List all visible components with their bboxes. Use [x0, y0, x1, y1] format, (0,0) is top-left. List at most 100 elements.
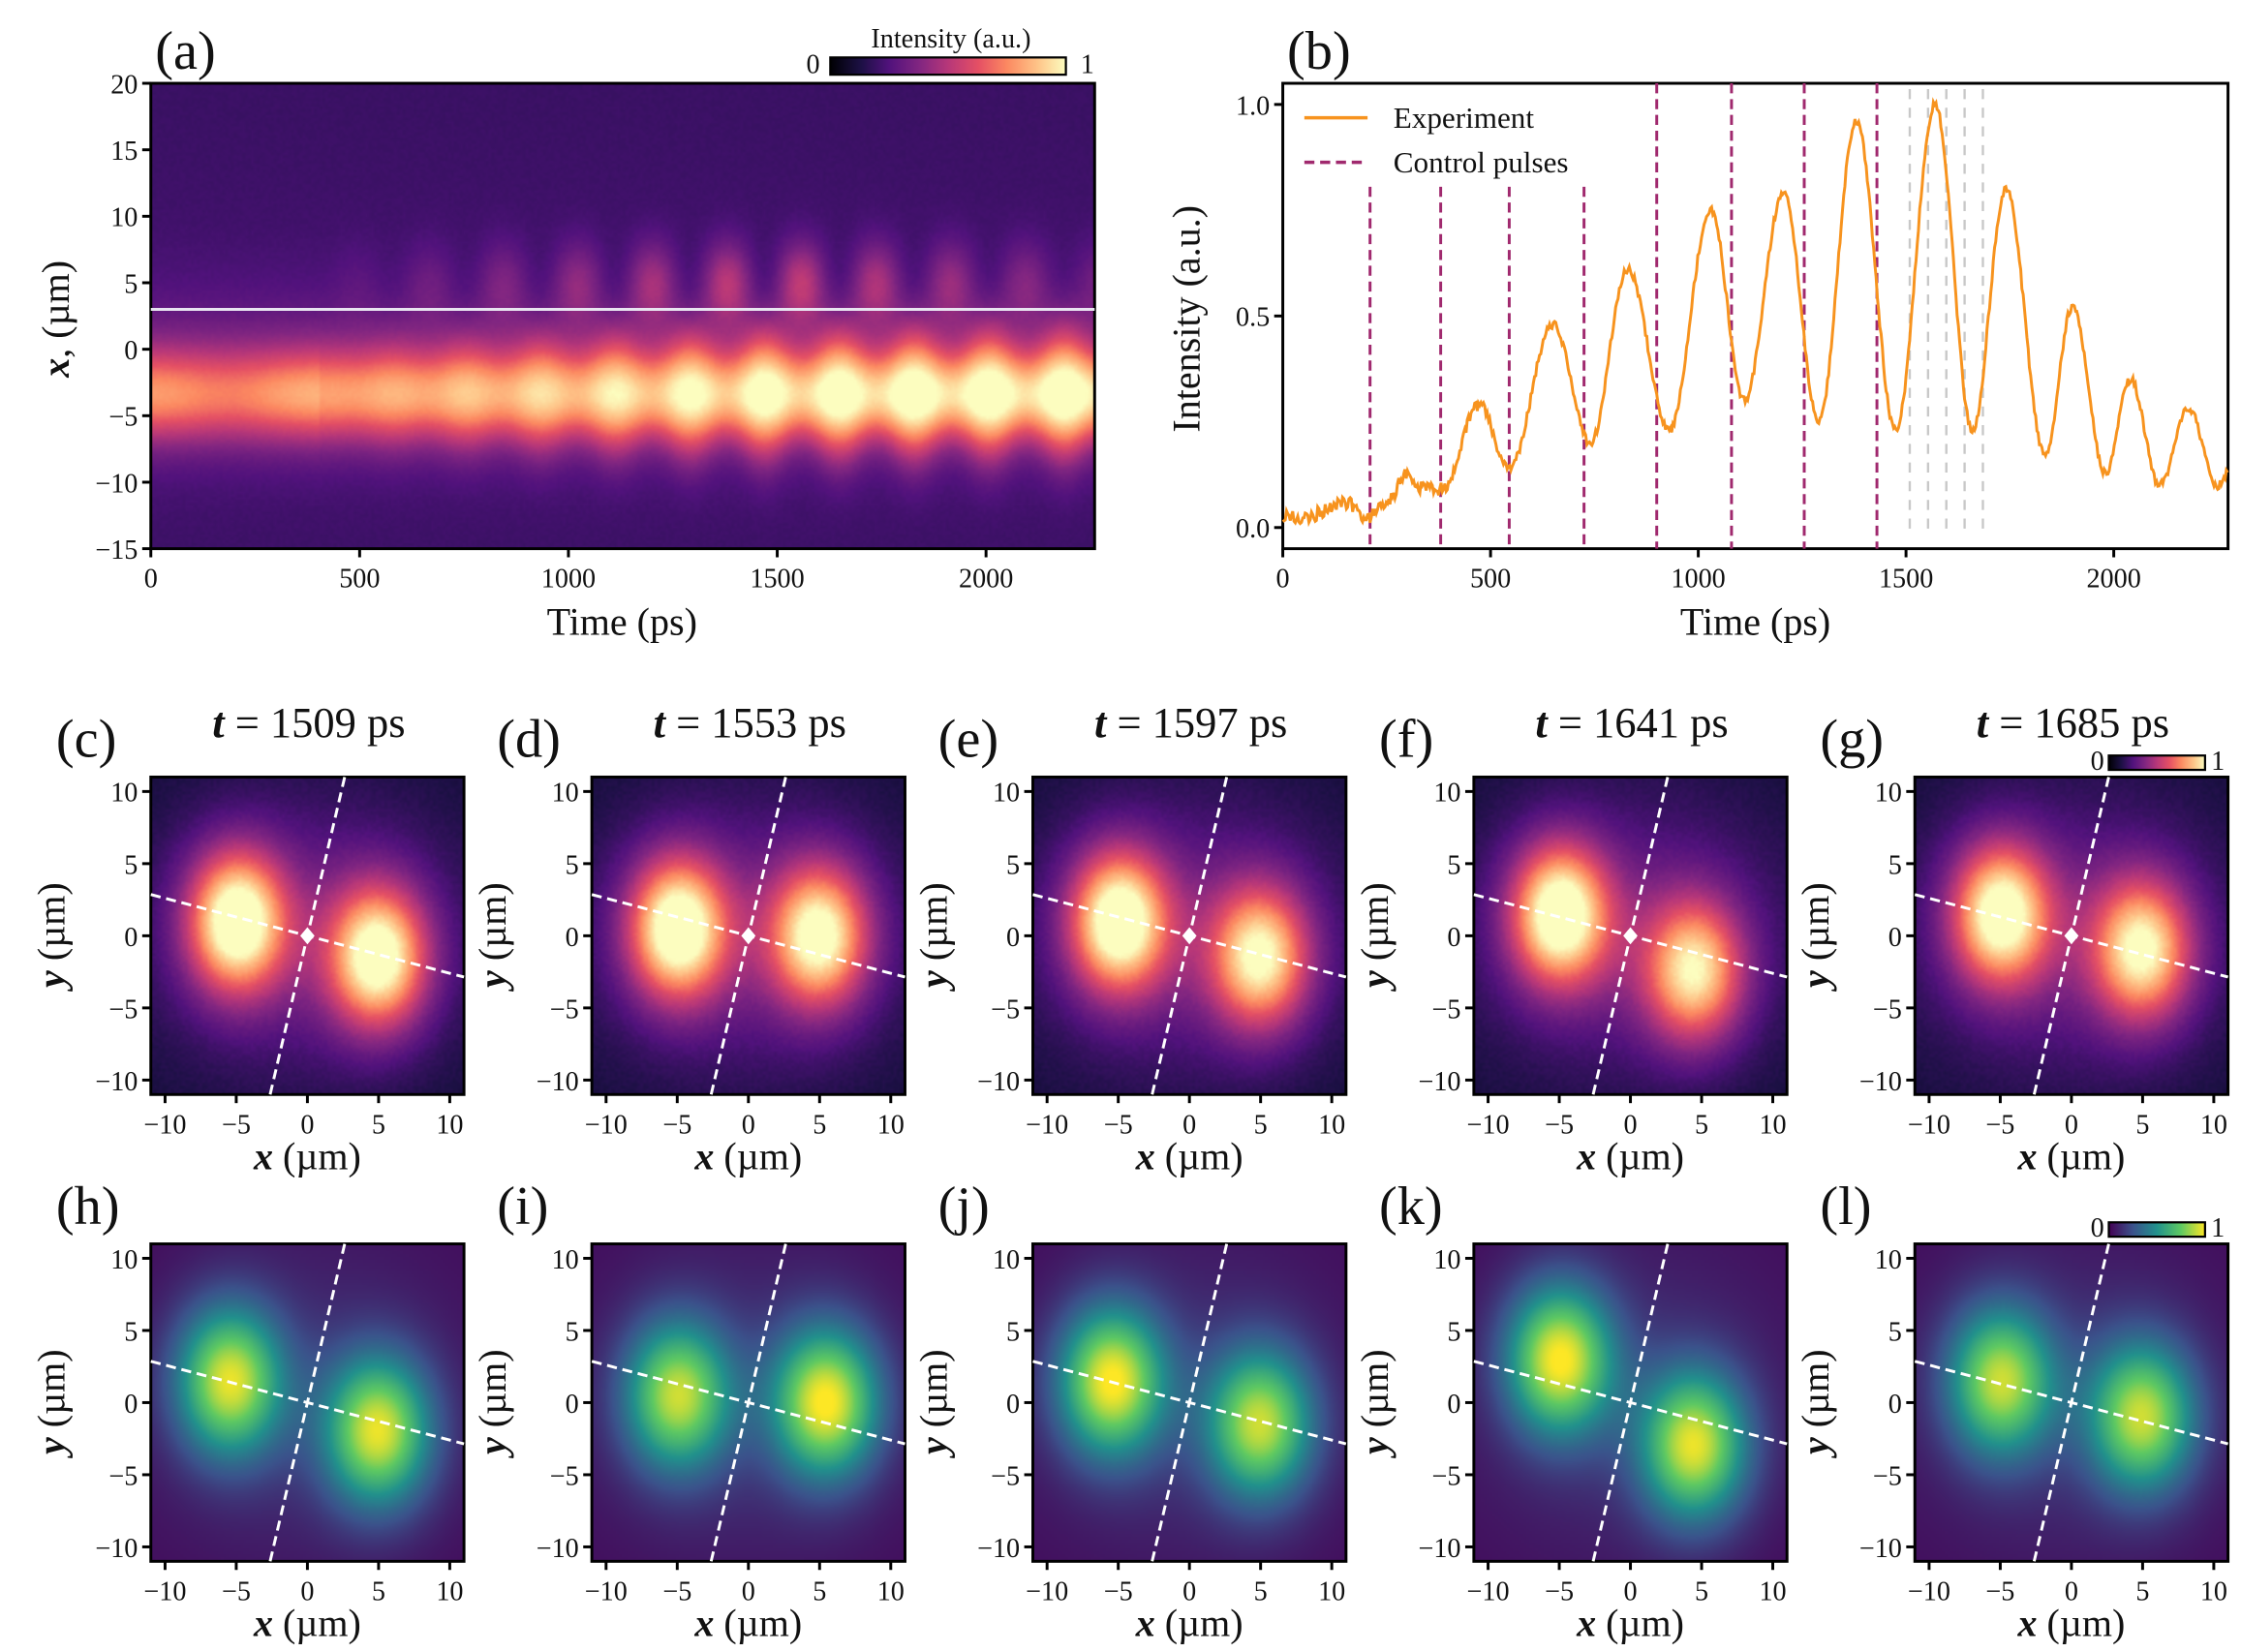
panel-e-ytick-label: −5	[991, 994, 1020, 1025]
panel-i-xtick-label: 10	[877, 1576, 905, 1606]
panel-j-xtick-label: −10	[1026, 1576, 1068, 1606]
panel-c-xtick-label: 0	[300, 1110, 314, 1140]
panel-g-ytick-label: 0	[1888, 923, 1902, 953]
panel-a-xtick-label: 2000	[959, 565, 1013, 595]
panel-g-ytick-label: −5	[1873, 994, 1902, 1025]
panel-a-xlabel: Time (ps)	[547, 600, 697, 644]
panel-f-letter: (f)	[1379, 710, 1433, 770]
panel-b-ytick-label: 1.0	[1236, 91, 1270, 121]
panel-a-ytick-label: 5	[124, 269, 138, 299]
panel-i-xtick-label: 0	[742, 1576, 755, 1606]
panel-k-xlabel: x (µm)	[1576, 1601, 1684, 1644]
panel-h-ytick-label: 5	[124, 1317, 138, 1347]
panel-e-xtick-label: 5	[1254, 1110, 1268, 1140]
panel-e-ytick-label: 0	[1006, 923, 1020, 953]
panel-a-ytick-label: −10	[95, 469, 138, 499]
panel-h-xtick-label: −10	[143, 1576, 186, 1606]
panel-i-xtick-label: −10	[585, 1576, 628, 1606]
panel-g-letter: (g)	[1820, 710, 1884, 770]
panel-b-xtick-label: 2000	[2086, 565, 2140, 595]
panel-a-ylabel: x, (µm)	[34, 260, 77, 379]
panel-c-ylabel: y (µm)	[30, 882, 74, 992]
panel-b-ytick-label: 0.0	[1236, 514, 1270, 544]
panel-l-xtick-label: −5	[1985, 1576, 2014, 1606]
panel-h-ylabel: y (µm)	[30, 1349, 74, 1458]
panel-e-xlabel: x (µm)	[1135, 1134, 1243, 1178]
panel-j-xtick-label: −5	[1104, 1576, 1133, 1606]
panel-d-letter: (d)	[497, 710, 561, 770]
panel-j-dashed-axis-2	[1151, 1243, 1229, 1562]
panel-f-ytick-label: −5	[1432, 994, 1461, 1025]
panel-a-ytick-label: 15	[110, 137, 138, 167]
panel-h-letter: (h)	[56, 1177, 120, 1237]
panel-h-xtick-label: −5	[222, 1576, 251, 1606]
panel-k-xtick-label: 5	[1695, 1576, 1708, 1606]
panel-i-xlabel: x (µm)	[693, 1601, 802, 1644]
panel-k-xtick-label: 0	[1623, 1576, 1637, 1606]
panel-g-colorbar	[2107, 754, 2206, 772]
panel-d-ytick-label: 5	[566, 850, 579, 880]
panel-c-ytick-label: 0	[124, 923, 138, 953]
heatmap-a	[150, 83, 1095, 549]
panel-h-ytick-label: −10	[95, 1534, 138, 1564]
panel-l-xtick-label: 10	[2200, 1576, 2227, 1606]
panel-c-xtick-label: 10	[436, 1110, 463, 1140]
panel-e-letter: (e)	[938, 710, 999, 770]
panel-a-ytick-label: 10	[110, 203, 138, 233]
panel-g-center-marker	[2064, 927, 2079, 945]
panel-g-colorbar-min: 0	[2091, 747, 2104, 777]
panel-k-letter: (k)	[1379, 1177, 1443, 1237]
panel-j-xtick-label: 10	[1318, 1576, 1345, 1606]
panel-l-letter: (l)	[1820, 1177, 1871, 1237]
panel-b-letter: (b)	[1287, 21, 1351, 81]
panel-e-ytick-label: −10	[977, 1067, 1020, 1097]
panel-g-title: t = 1685 ps	[1977, 698, 2169, 747]
panel-i-ytick-label: 10	[552, 1245, 579, 1275]
panel-k-ytick-label: 0	[1447, 1390, 1460, 1420]
panel-l-ytick-label: −5	[1873, 1461, 1902, 1491]
panel-g-colorbar-max: 1	[2211, 747, 2225, 777]
panel-c-ytick-label: −10	[95, 1067, 138, 1097]
panel-h-ytick-label: −5	[108, 1461, 138, 1491]
panel-k-ytick-label: −10	[1418, 1534, 1460, 1564]
panel-f-xtick-label: 0	[1623, 1110, 1637, 1140]
panel-e-xtick-label: −5	[1104, 1110, 1133, 1140]
panel-c-ytick-label: 10	[110, 779, 138, 809]
panel-k-xtick-label: 10	[1759, 1576, 1786, 1606]
panel-l-ytick-label: 5	[1888, 1317, 1902, 1347]
panel-a-xtick-label: 1000	[541, 565, 596, 595]
panel-h-dashed-axis-2	[268, 1243, 347, 1562]
panel-e-ytick-label: 10	[993, 779, 1020, 809]
panel-l-xtick-label: −10	[1908, 1576, 1950, 1606]
panel-i-letter: (i)	[497, 1177, 548, 1237]
panel-j-ytick-label: 5	[1006, 1317, 1020, 1347]
colorbar-title: Intensity (a.u.)	[871, 24, 1030, 54]
panel-c-ytick-label: 5	[124, 850, 138, 880]
panel-b-ytick-label: 0.5	[1236, 303, 1270, 333]
panel-k-ylabel: y (µm)	[1353, 1349, 1397, 1458]
panel-e-xtick-label: −10	[1026, 1110, 1068, 1140]
legend-experiment-label: Experiment	[1394, 101, 1535, 135]
panel-a-letter: (a)	[155, 21, 216, 81]
panel-f-xtick-label: 10	[1759, 1110, 1786, 1140]
panel-f-ytick-label: 10	[1433, 779, 1460, 809]
panel-g-ylabel: y (µm)	[1794, 882, 1837, 992]
panel-d-xlabel: x (µm)	[693, 1134, 802, 1178]
panel-l-ytick-label: −10	[1859, 1534, 1902, 1564]
panel-j-xtick-label: 5	[1254, 1576, 1268, 1606]
panel-f-center-marker	[1623, 927, 1638, 945]
panel-i-ylabel: y (µm)	[471, 1349, 514, 1458]
panel-a-ytick-label: −5	[108, 403, 138, 433]
panel-c-title: t = 1509 ps	[212, 698, 405, 747]
panel-f-xtick-label: −5	[1545, 1110, 1574, 1140]
panel-b-xlabel: Time (ps)	[1680, 600, 1830, 644]
panel-c-xtick-label: 5	[372, 1110, 385, 1140]
panel-d-xtick-label: −10	[585, 1110, 628, 1140]
panel-j-ytick-label: 10	[993, 1245, 1020, 1275]
panel-e-title: t = 1597 ps	[1094, 698, 1287, 747]
panel-a-xtick-label: 500	[339, 565, 380, 595]
panel-d-xtick-label: −5	[662, 1110, 691, 1140]
panel-a-xtick-label: 1500	[750, 565, 804, 595]
panel-i-xtick-label: 5	[813, 1576, 826, 1606]
